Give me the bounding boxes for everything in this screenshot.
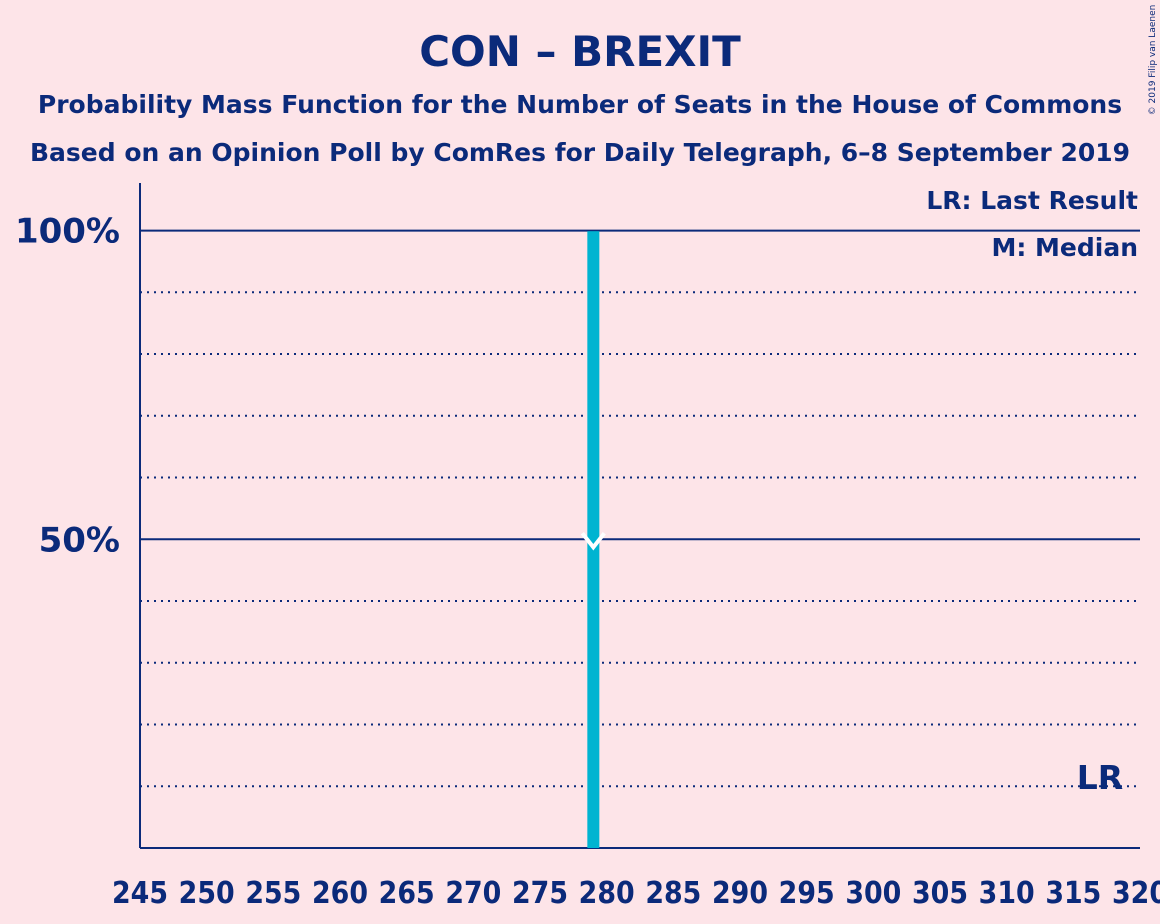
- chart-title: CON – BREXIT: [419, 27, 741, 76]
- x-tick-label: 285: [645, 876, 701, 911]
- chart-subtitle-1: Probability Mass Function for the Number…: [38, 90, 1122, 119]
- x-tick-label: 260: [312, 876, 368, 911]
- chart-subtitle-2: Based on an Opinion Poll by ComRes for D…: [30, 138, 1130, 167]
- y-tick-label: 100%: [15, 212, 120, 252]
- legend-median: M: Median: [991, 233, 1138, 262]
- x-tick-label: 245: [112, 876, 168, 911]
- copyright-note: © 2019 Filip van Laenen: [1148, 5, 1158, 116]
- legend-last-result: LR: Last Result: [926, 186, 1138, 215]
- x-tick-label: 255: [245, 876, 301, 911]
- y-tick-label: 50%: [39, 520, 120, 560]
- x-tick-label: 270: [445, 876, 501, 911]
- x-tick-label: 275: [512, 876, 568, 911]
- x-tick-label: 290: [712, 876, 768, 911]
- last-result-marker-label: LR: [1077, 758, 1123, 797]
- median-chevron: [580, 532, 606, 551]
- bar-seat-279: [587, 231, 600, 849]
- bars: [587, 231, 600, 849]
- x-tick-label: 305: [912, 876, 968, 911]
- x-tick-label: 265: [379, 876, 435, 911]
- median-marker: [580, 532, 606, 551]
- x-tick-label: 250: [179, 876, 235, 911]
- x-tick-label: 280: [579, 876, 635, 911]
- x-tick-label: 310: [979, 876, 1035, 911]
- x-tick-label: 295: [779, 876, 835, 911]
- x-tick-label: 315: [1045, 876, 1101, 911]
- x-tick-labels: 245 250 255 260 265 270 275 280 285 290 295 300 305 3…: [112, 876, 1160, 911]
- gridlines: [140, 229, 1140, 788]
- y-tick-labels: 50% 100%: [15, 212, 120, 561]
- x-tick-label: 320: [1112, 876, 1160, 911]
- x-tick-label: 300: [845, 876, 901, 911]
